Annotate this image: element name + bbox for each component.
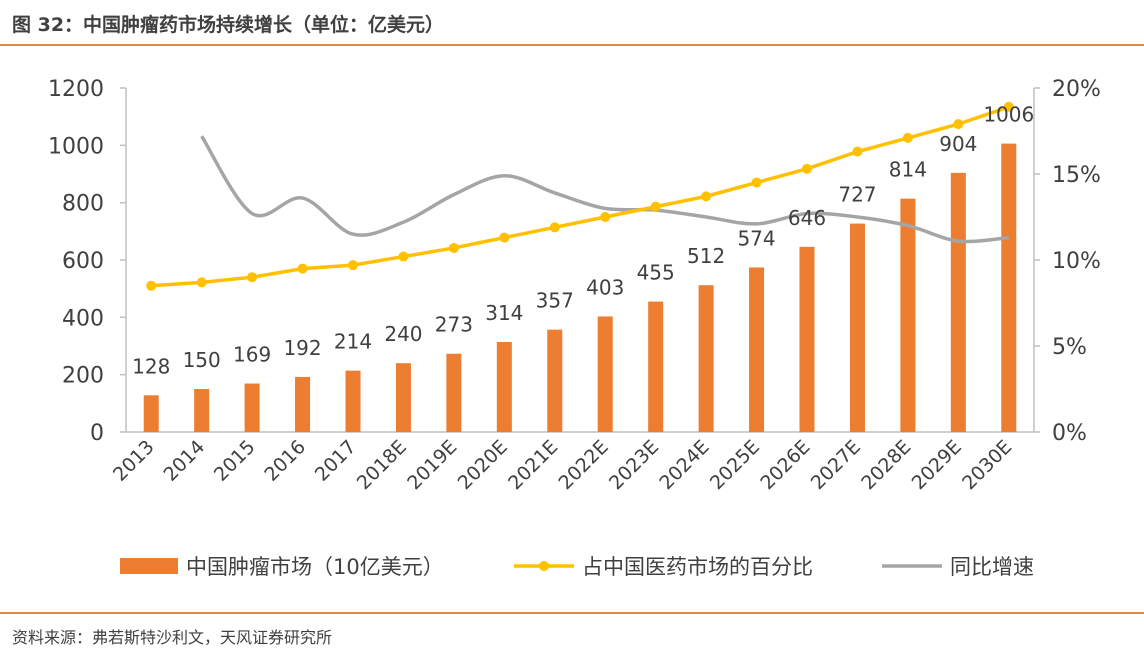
bar	[950, 172, 966, 432]
bar-value-label: 357	[536, 289, 574, 313]
share-point	[196, 277, 207, 288]
share-point	[297, 263, 308, 274]
legend-label-bar: 中国肿瘤市场（10亿美元）	[186, 555, 444, 579]
legend-label-share: 占中国医药市场的百分比	[582, 555, 813, 579]
bar-value-label: 1006	[983, 103, 1034, 127]
bar	[749, 267, 765, 432]
share-point	[953, 119, 964, 130]
bar-value-label: 455	[637, 261, 675, 285]
x-tick-label: 2030E	[958, 436, 1016, 494]
share-point	[802, 163, 812, 174]
y-right-tick-label: 0%	[1052, 421, 1087, 446]
bar-value-label: 273	[435, 313, 473, 337]
bar-value-label: 403	[586, 275, 624, 299]
bar-value-label: 574	[737, 226, 775, 250]
data-labels: 128 150 169 192 214 240 273 314 357 403 455 512 574 6…	[132, 103, 1034, 379]
share-point	[902, 132, 913, 143]
bar	[194, 389, 210, 432]
x-tick-label: 2020E	[454, 436, 512, 494]
bar-value-label: 150	[183, 348, 221, 372]
bar-series	[143, 143, 1017, 432]
bar	[295, 376, 311, 432]
bar	[799, 246, 815, 432]
bar-value-label: 240	[384, 322, 422, 346]
x-tick-label: 2021E	[504, 436, 562, 494]
chart-legend: 中国肿瘤市场（10亿美元） 占中国医药市场的百分比 同比增速	[120, 555, 1034, 579]
x-tick-label: 2025E	[706, 436, 764, 494]
share-point	[701, 191, 712, 202]
x-tick-label: 2024E	[655, 436, 713, 494]
bar-value-label: 169	[233, 343, 271, 367]
bar-value-label: 314	[485, 301, 523, 325]
x-tick-label: 2026E	[756, 436, 814, 494]
bar	[143, 395, 159, 432]
x-tick-label: 2023E	[605, 436, 663, 494]
bar-value-label: 192	[283, 336, 321, 360]
bar-value-label: 128	[132, 354, 170, 378]
x-tick-label: 2019E	[403, 436, 461, 494]
y-left-tick-label: 1000	[48, 134, 104, 159]
x-tick-label: 2014	[159, 436, 209, 486]
x-tick-label: 2027E	[807, 436, 865, 494]
share-point	[549, 222, 560, 233]
share-point	[852, 146, 863, 157]
x-tick-label: 2015	[210, 436, 260, 486]
bar	[900, 198, 916, 432]
bar	[446, 353, 462, 432]
x-tick-label: 2022E	[555, 436, 613, 494]
share-point	[146, 280, 157, 291]
legend-marker-share	[539, 561, 549, 571]
bar	[698, 285, 714, 432]
y-left-tick-label: 400	[62, 306, 104, 331]
bar	[244, 383, 260, 432]
x-tick-label: 2018E	[353, 436, 411, 494]
bar	[345, 370, 361, 432]
share-point	[448, 242, 459, 253]
x-tick-label: 2016	[260, 436, 310, 486]
bar-value-label: 904	[939, 132, 977, 156]
bar-value-label: 646	[788, 206, 826, 230]
y-right-tick-label: 15%	[1052, 163, 1101, 188]
share-point	[1003, 101, 1014, 112]
bar-value-label: 512	[687, 244, 725, 268]
line-series	[146, 101, 1014, 291]
x-tick-label: 2028E	[857, 436, 915, 494]
footer-divider	[0, 612, 1144, 614]
legend-swatch-bar	[120, 558, 178, 574]
share-point	[600, 212, 611, 222]
x-tick-label: 2013	[109, 436, 159, 486]
share-point	[398, 251, 409, 262]
growth-line	[200, 135, 1009, 244]
y-left-tick-label: 0	[90, 421, 104, 446]
bar	[1001, 143, 1017, 432]
y-left-tick-label: 800	[62, 192, 104, 217]
x-tick-label: 2029E	[908, 436, 966, 494]
share-point	[650, 201, 661, 212]
bar	[547, 329, 563, 432]
y-right-tick-label: 20%	[1052, 77, 1101, 102]
share-point	[247, 272, 258, 283]
share-point	[348, 260, 358, 271]
y-right-tick-label: 10%	[1052, 249, 1101, 274]
share-point	[499, 232, 510, 243]
y-right-tick-label: 5%	[1052, 335, 1087, 360]
page-title: 图 32：中国肿瘤药市场持续增长（单位：亿美元）	[12, 14, 445, 36]
bar	[395, 363, 411, 432]
y-left-tick-label: 200	[62, 364, 104, 389]
legend-label-growth: 同比增速	[950, 555, 1034, 579]
bar	[597, 316, 613, 432]
y-left-tick-label: 1200	[48, 77, 104, 102]
source-note: 资料来源：弗若斯特沙利文，天风证券研究所	[12, 628, 333, 647]
bar-value-label: 814	[889, 158, 927, 182]
bar-value-label: 214	[334, 330, 372, 354]
bar-value-label: 727	[838, 183, 876, 207]
bar	[849, 223, 865, 432]
title-divider	[0, 44, 1144, 46]
bar	[496, 341, 512, 432]
y-left-tick-label: 600	[62, 249, 104, 274]
bar	[648, 301, 664, 432]
share-line	[151, 105, 1010, 288]
share-point	[751, 177, 762, 188]
